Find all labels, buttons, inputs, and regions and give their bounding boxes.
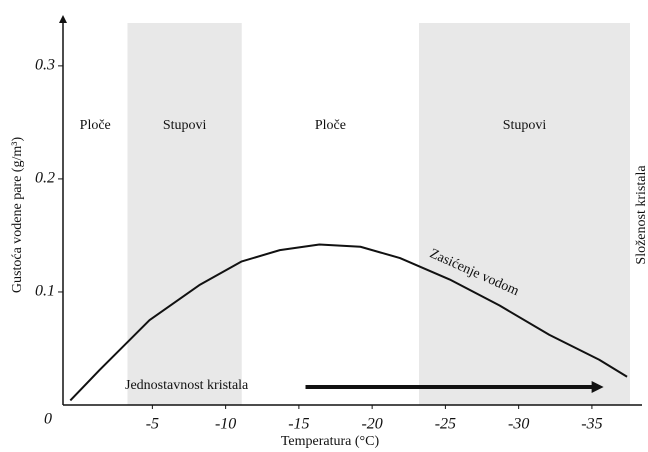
x-tick-label: -10 (215, 416, 236, 433)
y-tick-label: 0.2 (35, 170, 55, 187)
x-tick-label: -35 (581, 416, 602, 433)
x-tick-label: -5 (146, 416, 159, 433)
x-tick-label: -15 (288, 416, 309, 433)
region-band (127, 23, 242, 405)
origin-label: 0 (44, 411, 52, 428)
arrow-head (591, 381, 604, 393)
y-axis-arrow (59, 15, 67, 23)
line (69, 243, 628, 402)
regions (127, 23, 630, 405)
arrow-label: Jednostavnost kristala (125, 378, 249, 393)
region-label: Ploče (80, 118, 111, 133)
y-tick-label: 0.3 (35, 57, 55, 74)
x-tick-label: -25 (435, 416, 456, 433)
y-axis-label: Gustoća vodene pare (g/m³) (10, 137, 25, 294)
region-band (419, 23, 630, 405)
y-tick-label: 0.1 (35, 283, 55, 300)
region-label: Stupovi (503, 118, 547, 133)
x-axis-label: Temperatura (°C) (281, 434, 380, 449)
region-label: Ploče (315, 118, 346, 133)
x-tick-label: -30 (508, 416, 529, 433)
x-tick-label: -20 (361, 416, 382, 433)
region-label: Stupovi (163, 118, 207, 133)
right-annotation: Složenost kristala (634, 165, 648, 265)
